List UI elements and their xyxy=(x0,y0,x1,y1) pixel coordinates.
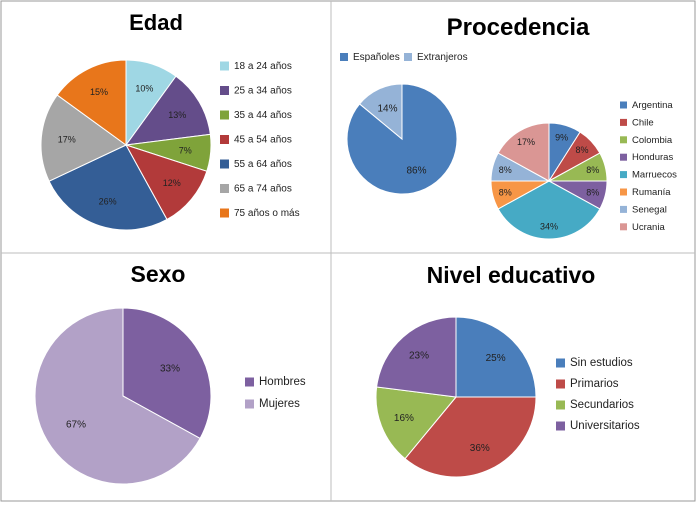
pie-slice-edad-1 xyxy=(124,75,211,146)
pie-slice-edad-5 xyxy=(40,94,127,182)
legend-swatch-procedencia-1 xyxy=(404,53,412,61)
legend-label-sexo-1: Mujeres xyxy=(259,398,300,410)
data-label-pais-0: 9% xyxy=(555,133,568,143)
data-label-edad-1: 13% xyxy=(168,110,186,120)
chart-title-nivel-educativo: Nivel educativo xyxy=(427,262,596,288)
legend-label-edad-4: 55 a 64 años xyxy=(234,159,292,170)
data-label-edad-5: 17% xyxy=(58,135,76,145)
data-label-sexo-1: 67% xyxy=(66,419,86,430)
pie-slice-procedencia-0 xyxy=(346,83,458,195)
data-label-sexo-0: 33% xyxy=(160,364,180,375)
legend-swatch-edad-2 xyxy=(220,110,229,120)
pie-slice-sexo-0 xyxy=(122,307,212,440)
legend-swatch-edad-3 xyxy=(220,135,229,144)
legend-label-pais-3: Honduras xyxy=(632,152,673,163)
data-label-pais-3: 8% xyxy=(586,187,599,197)
legend-label-nivel-1: Primarios xyxy=(570,378,619,390)
pie-slice-nivel-2 xyxy=(375,386,457,460)
legend-swatch-edad-5 xyxy=(220,184,229,193)
legend-swatch-pais-2 xyxy=(620,136,627,144)
data-label-edad-3: 12% xyxy=(163,178,181,188)
pie-slice-nivel-3 xyxy=(376,316,457,398)
legend-swatch-edad-4 xyxy=(220,159,229,169)
legend-swatch-pais-7 xyxy=(620,223,627,231)
pie-slice-edad-6 xyxy=(56,59,127,146)
data-label-pais-4: 34% xyxy=(540,221,558,231)
legend-swatch-pais-0 xyxy=(620,101,627,109)
pie-slice-edad-4 xyxy=(48,144,168,231)
legend-label-edad-0: 18 a 24 años xyxy=(234,61,292,72)
chart-title-procedencia: Procedencia xyxy=(447,14,590,41)
legend-label-pais-4: Marruecos xyxy=(632,170,677,181)
data-label-pais-7: 17% xyxy=(517,137,535,147)
pie-slice-edad-3 xyxy=(124,144,208,221)
data-label-procedencia-0: 86% xyxy=(406,165,426,176)
pie-slice-sexo-1 xyxy=(34,307,201,485)
data-label-nivel-0: 25% xyxy=(486,353,506,364)
legend-swatch-sexo-0 xyxy=(245,377,254,387)
legend-swatch-pais-1 xyxy=(620,118,627,126)
data-label-edad-6: 15% xyxy=(90,87,108,97)
data-label-edad-2: 7% xyxy=(179,146,192,156)
legend-swatch-sexo-1 xyxy=(245,399,254,409)
legend-swatch-nivel-0 xyxy=(556,358,565,368)
legend-swatch-edad-1 xyxy=(220,86,229,95)
data-label-edad-4: 26% xyxy=(99,197,117,207)
data-label-nivel-1: 36% xyxy=(470,443,490,454)
chart-title-edad: Edad xyxy=(129,10,183,35)
legend-label-nivel-2: Secundarios xyxy=(570,399,634,411)
legend-label-pais-2: Colombia xyxy=(632,135,673,146)
legend-label-edad-3: 45 a 54 años xyxy=(234,135,292,146)
legend-label-pais-1: Chile xyxy=(632,117,654,128)
data-label-pais-2: 8% xyxy=(586,165,599,175)
legend-label-nivel-3: Universitarios xyxy=(570,420,640,432)
legend-label-sexo-0: Hombres xyxy=(259,376,306,388)
chart-title-sexo: Sexo xyxy=(131,261,186,287)
legend-swatch-pais-6 xyxy=(620,205,627,213)
legend-swatch-edad-6 xyxy=(220,208,229,218)
data-label-pais-5: 8% xyxy=(499,187,512,197)
legend-swatch-nivel-3 xyxy=(556,421,565,431)
legend-swatch-procedencia-0 xyxy=(340,53,348,61)
legend-label-pais-6: Senegal xyxy=(632,204,667,215)
legend-label-procedencia-1: Extranjeros xyxy=(417,52,468,63)
legend-swatch-nivel-1 xyxy=(556,379,565,389)
legend-swatch-pais-5 xyxy=(620,188,627,196)
pie-slice-procedencia-1 xyxy=(358,83,403,141)
legend-label-procedencia-0: Españoles xyxy=(353,52,400,63)
legend-label-pais-7: Ucrania xyxy=(632,222,665,233)
legend-label-edad-6: 75 años o más xyxy=(234,208,300,219)
data-label-pais-6: 8% xyxy=(499,165,512,175)
legend-label-edad-2: 35 a 44 años xyxy=(234,110,292,121)
data-label-procedencia-1: 14% xyxy=(377,104,397,115)
data-label-nivel-3: 23% xyxy=(409,351,429,362)
legend-label-pais-5: Rumanía xyxy=(632,187,671,198)
legend-label-edad-5: 65 a 74 años xyxy=(234,184,292,195)
data-label-nivel-2: 16% xyxy=(394,413,414,424)
pie-slice-nivel-0 xyxy=(455,316,537,398)
legend-label-edad-1: 25 a 34 años xyxy=(234,86,292,97)
legend-swatch-edad-0 xyxy=(220,61,229,71)
legend-swatch-pais-4 xyxy=(620,171,627,179)
legend-swatch-pais-3 xyxy=(620,153,627,161)
pie-slice-nivel-1 xyxy=(404,396,537,478)
legend-label-pais-0: Argentina xyxy=(632,100,673,111)
legend-swatch-nivel-2 xyxy=(556,400,565,410)
legend-label-nivel-0: Sin estudios xyxy=(570,357,633,369)
data-label-pais-1: 8% xyxy=(575,145,588,155)
pie-slice-pais-7 xyxy=(497,122,550,182)
data-label-edad-0: 10% xyxy=(135,84,153,94)
